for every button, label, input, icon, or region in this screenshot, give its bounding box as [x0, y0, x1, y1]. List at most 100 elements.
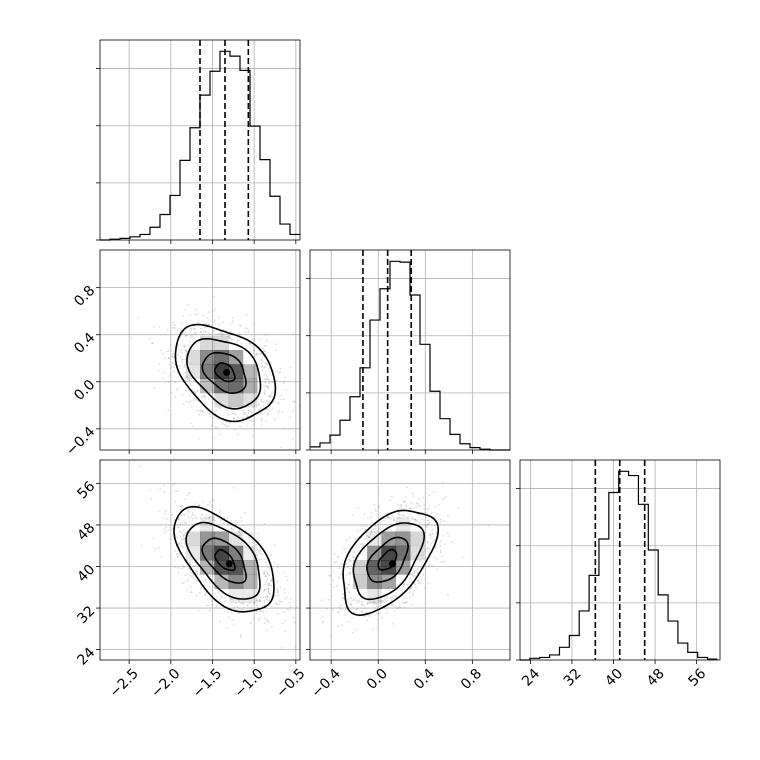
scatter-point	[266, 582, 269, 585]
scatter-point	[248, 602, 251, 605]
scatter-point	[193, 503, 196, 506]
scatter-point	[288, 601, 291, 604]
scatter-point	[245, 314, 248, 317]
scatter-point	[185, 521, 188, 524]
scatter-point	[226, 627, 229, 630]
scatter-point	[368, 536, 370, 539]
scatter-point	[249, 607, 252, 609]
density-cell	[185, 364, 201, 379]
scatter-point	[253, 601, 256, 604]
scatter-point	[185, 375, 187, 378]
scatter-point	[265, 408, 268, 411]
scatter-point	[267, 566, 270, 569]
scatter-point	[236, 339, 239, 342]
scatter-point	[256, 599, 259, 602]
density-cell	[228, 392, 244, 408]
scatter-point	[173, 549, 176, 552]
scatter-point	[186, 509, 189, 512]
scatter-point	[239, 608, 242, 611]
scatter-point	[285, 575, 288, 578]
scatter-point	[268, 592, 271, 595]
density-cell	[242, 392, 258, 408]
x-tick-label: 48	[644, 666, 668, 690]
density-cell	[214, 335, 229, 351]
scatter-point	[261, 610, 263, 613]
scatter-point	[249, 622, 252, 624]
scatter-point	[241, 421, 244, 424]
scatter-point	[207, 503, 210, 506]
scatter-point	[373, 601, 376, 604]
scatter-point	[172, 356, 175, 358]
scatter-point	[266, 619, 268, 621]
scatter-point	[265, 385, 267, 388]
panel-contents	[130, 295, 300, 449]
scatter-point	[246, 327, 249, 330]
scatter-point	[202, 395, 204, 397]
density-cell	[395, 517, 411, 532]
scatter-point	[351, 631, 354, 634]
scatter-point	[417, 504, 420, 507]
scatter-point	[426, 524, 429, 526]
scatter-point	[182, 529, 185, 531]
scatter-point	[218, 407, 221, 410]
scatter-point	[184, 349, 187, 351]
scatter-point	[374, 510, 377, 513]
scatter-point	[196, 570, 199, 573]
scatter-point	[253, 350, 256, 352]
scatter-point	[329, 583, 332, 586]
scatter-point	[182, 535, 185, 538]
scatter-point	[424, 511, 427, 514]
density-cell	[200, 378, 215, 394]
scatter-point	[158, 363, 160, 365]
scatter-point	[423, 504, 425, 506]
scatter-point	[180, 567, 183, 570]
scatter-point	[280, 647, 283, 649]
scatter-point	[267, 401, 270, 403]
scatter-point	[271, 579, 273, 582]
scatter-point	[197, 400, 199, 402]
scatter-point	[219, 620, 221, 623]
scatter-point	[402, 586, 405, 589]
scatter-point	[237, 534, 240, 537]
scatter-point	[260, 400, 263, 403]
scatter-point	[194, 331, 197, 334]
scatter-point	[277, 402, 280, 405]
scatter-point	[184, 377, 187, 380]
scatter-point	[186, 513, 189, 516]
scatter-point	[237, 612, 240, 615]
scatter-point	[373, 600, 375, 603]
scatter-point	[223, 596, 226, 599]
scatter-point	[179, 330, 181, 333]
scatter-point	[375, 612, 378, 615]
scatter-point	[149, 338, 151, 340]
scatter-point	[385, 612, 388, 614]
scatter-point	[226, 516, 229, 519]
scatter-point	[172, 366, 175, 368]
scatter-point	[400, 606, 402, 609]
scatter-point	[391, 514, 394, 517]
scatter-point	[377, 599, 380, 602]
density-cell	[200, 364, 215, 379]
scatter-point	[212, 416, 215, 419]
scatter-point	[184, 574, 187, 576]
scatter-point	[263, 349, 265, 352]
scatter-point	[232, 412, 234, 415]
scatter-point	[374, 525, 377, 528]
scatter-point	[275, 588, 278, 590]
scatter-point	[243, 532, 246, 535]
scatter-point	[264, 596, 267, 598]
scatter-point	[436, 558, 439, 561]
scatter-point	[202, 330, 205, 332]
scatter-point	[347, 572, 350, 575]
scatter-point	[266, 403, 269, 406]
scatter-point	[386, 596, 389, 599]
scatter-point	[218, 323, 221, 325]
scatter-point	[364, 538, 367, 541]
scatter-point	[158, 325, 161, 328]
scatter-point	[203, 326, 206, 329]
scatter-point	[434, 545, 437, 548]
scatter-point	[366, 602, 369, 605]
scatter-point	[361, 525, 364, 527]
scatter-point	[292, 616, 295, 619]
scatter-point	[442, 535, 445, 537]
